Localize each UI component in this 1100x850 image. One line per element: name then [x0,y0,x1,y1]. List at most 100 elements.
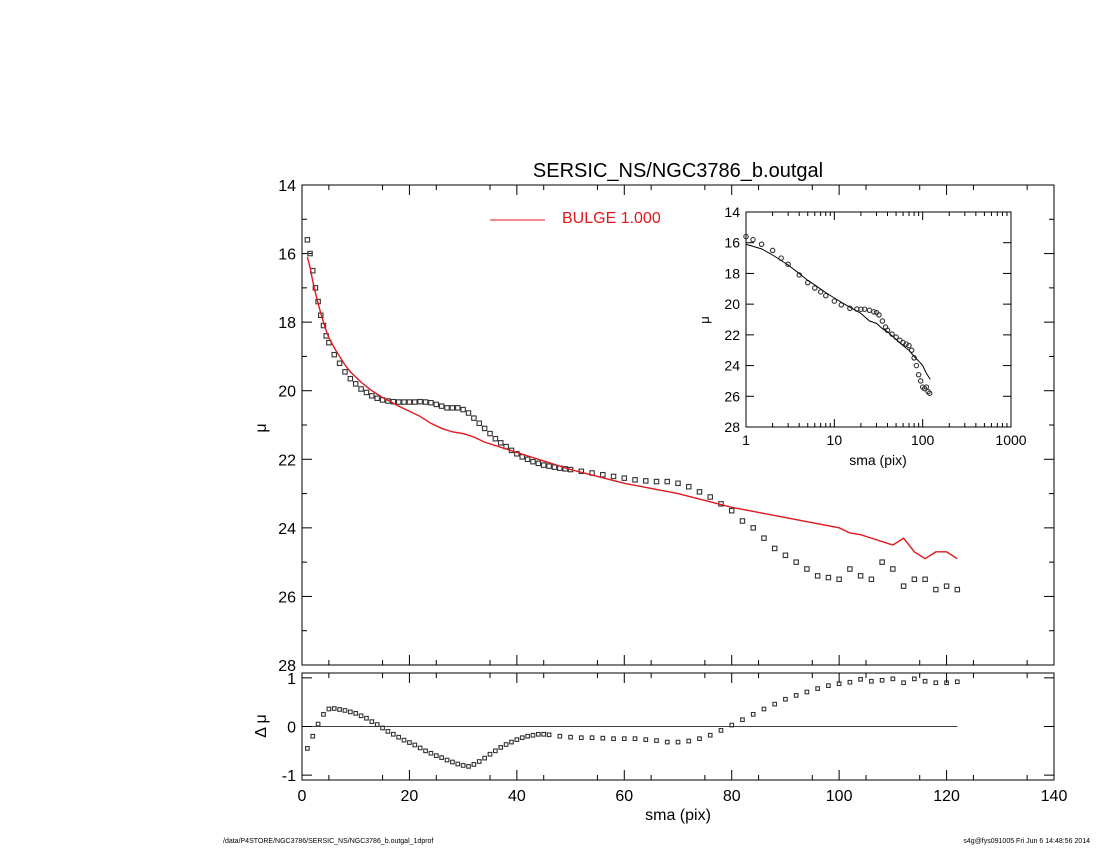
residual-data-point [315,721,321,727]
residual-data-point [439,755,445,760]
inset-data-point [923,384,930,390]
residual-x-tick-label: 20 [401,788,419,805]
inset-data-point [823,292,829,299]
residual-data-point [632,736,638,742]
residual-data-point [514,737,520,742]
main-ticks: 14 16 18 20 22 24 26 28 [278,178,1055,675]
residual-data-point [321,711,326,717]
residual-data-point [654,738,659,743]
residual-x-tick-label: 140 [1041,788,1068,805]
legend-label: BULGE 1.000 [562,210,661,227]
main-data-point [422,399,429,405]
residual-data-point [466,764,471,769]
main-data-point [438,403,445,409]
residual-data-point [718,728,724,733]
main-data-point [954,586,961,593]
residual-data-point [890,676,896,682]
main-data-point [922,576,928,583]
main-data-point [417,398,423,405]
residual-data-point [589,735,595,741]
inset-y-tick-label: 26 [724,388,740,404]
residual-data-point [568,734,573,740]
residual-data-point [750,711,756,717]
main-data-point [471,415,477,421]
main-data-point [307,250,313,257]
inset-y-tick-label: 16 [724,235,740,251]
main-data-point [600,471,606,478]
residual-data-point [546,732,552,738]
residual-data-point [707,732,713,738]
residual-data-point [353,711,359,716]
residual-data-point [686,738,692,744]
main-data-point [331,351,337,358]
residual-data-point [772,701,778,707]
main-data-point [487,430,493,437]
residual-data-point [487,751,493,757]
inset-data-point [743,233,749,240]
inset-data-point [831,298,838,304]
main-data-point [363,389,370,396]
residual-y-axis-label: Δ μ [253,714,270,737]
residual-data-point [675,739,681,745]
residual-x-tick-label: 0 [298,788,307,805]
residual-data-point [471,762,477,767]
residual-data-point [954,679,960,685]
residual-data-point [358,713,364,719]
inset-data-point [903,341,909,347]
main-data-point [352,381,359,387]
inset-data-point [917,378,924,384]
residual-data-point [922,678,928,684]
residual-data-point [879,677,885,683]
residual-data-point [643,737,649,742]
main-data-point [911,576,918,583]
residual-data-point [428,750,434,756]
main-data-point [761,535,767,541]
main-y-tick-label: 14 [278,178,296,195]
main-data-point [621,475,628,481]
main-y-tick-label: 16 [278,247,296,264]
main-data-point [336,360,343,367]
main-data-point [347,375,354,382]
inset-data-point [906,342,912,349]
main-data-point [771,545,778,552]
main-y-tick-label: 28 [278,658,296,675]
residual-data-point [364,715,369,721]
main-data-point [868,576,875,583]
residual-data-point [740,717,745,723]
main-data-point [750,525,756,531]
inset-data-point [871,309,877,315]
inset-x-tick-label: 1000 [995,432,1026,448]
main-data-point [540,462,547,468]
residual-data-point [869,678,874,684]
residual-data-point [525,733,530,739]
residual-data-point [342,708,348,713]
residual-data-point [858,676,863,682]
main-data-point [412,399,418,405]
residual-data-point [836,681,842,687]
residual-data-point [729,722,735,728]
main-y-tick-label: 26 [278,589,296,606]
inset-y-tick-label: 28 [724,419,740,435]
residual-data-point [401,737,407,743]
main-data-point [782,552,789,559]
inset-data-point [769,247,776,254]
main-data-point [643,478,649,484]
residual-data-point [761,706,767,712]
main-data-point [664,478,671,485]
main-data-point [401,399,407,405]
main-data-point [395,399,402,405]
chart-title: SERSIC_NS/NGC3786_b.outgal [533,160,823,182]
residual-data-point [423,748,428,754]
main-data-point [836,576,842,583]
residual-data-point [369,719,375,724]
residual-data-point [783,696,788,702]
main-data-point [530,458,536,465]
main-data-point [449,405,456,411]
main-data-point [460,406,466,413]
residual-data-point [460,763,466,768]
inset-y-tick-label: 18 [724,265,740,281]
residual-data-point [804,689,810,695]
residual-data-point [933,680,939,686]
residual-data-point [417,745,423,751]
